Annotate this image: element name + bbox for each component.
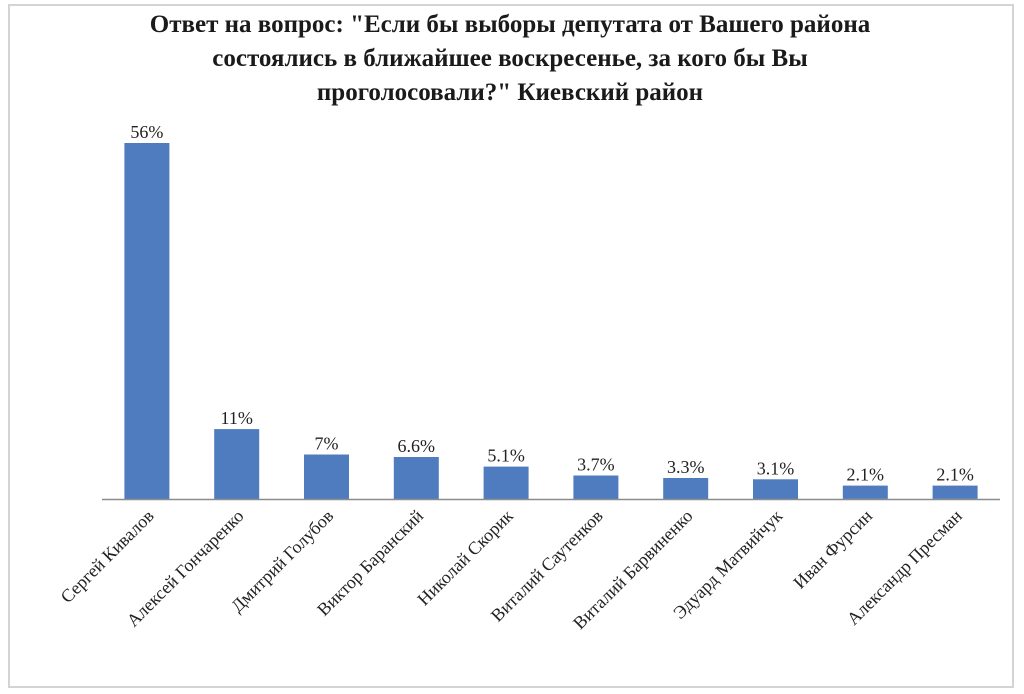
bar — [663, 478, 709, 499]
data-label: 2.1% — [936, 465, 974, 485]
data-label: 7% — [315, 434, 339, 454]
data-label: 2.1% — [847, 465, 885, 485]
bar — [573, 475, 619, 499]
chart-title-line-1: Ответ на вопрос: "Если бы выборы депутат… — [149, 11, 871, 38]
data-label: 3.1% — [757, 458, 795, 478]
chart-title-line-2: состоялись в ближайшее воскресенье, за к… — [212, 45, 808, 72]
data-label: 3.7% — [577, 455, 615, 475]
data-label: 3.3% — [667, 457, 705, 477]
bar — [304, 454, 349, 499]
data-label: 6.6% — [398, 436, 436, 456]
x-tick-label: Николай Скорик — [413, 506, 517, 610]
chart-frame — [8, 4, 1014, 688]
bar — [214, 429, 260, 499]
chart-title: Ответ на вопрос: "Если бы выборы депутат… — [40, 8, 980, 110]
chart-title-line-3: проголосовали?" Киевский район — [316, 79, 704, 106]
x-tick-label: Иван Фурсин — [789, 505, 876, 592]
data-label: 5.1% — [487, 446, 525, 466]
bar — [393, 457, 439, 499]
data-label: 11% — [221, 408, 253, 428]
bars-group — [124, 143, 978, 499]
x-tick-label: Сергей Кивалов — [57, 506, 158, 607]
data-label: 56% — [130, 122, 163, 142]
bar — [124, 143, 170, 499]
bar — [842, 485, 888, 499]
bar — [483, 466, 529, 499]
data-labels-group: 56% 11% 7% 6.6% 5.1% 3.7% 3.3% 3.1% 2.1% 2.1% — [130, 122, 973, 485]
bar — [932, 485, 978, 499]
bar — [753, 479, 798, 499]
